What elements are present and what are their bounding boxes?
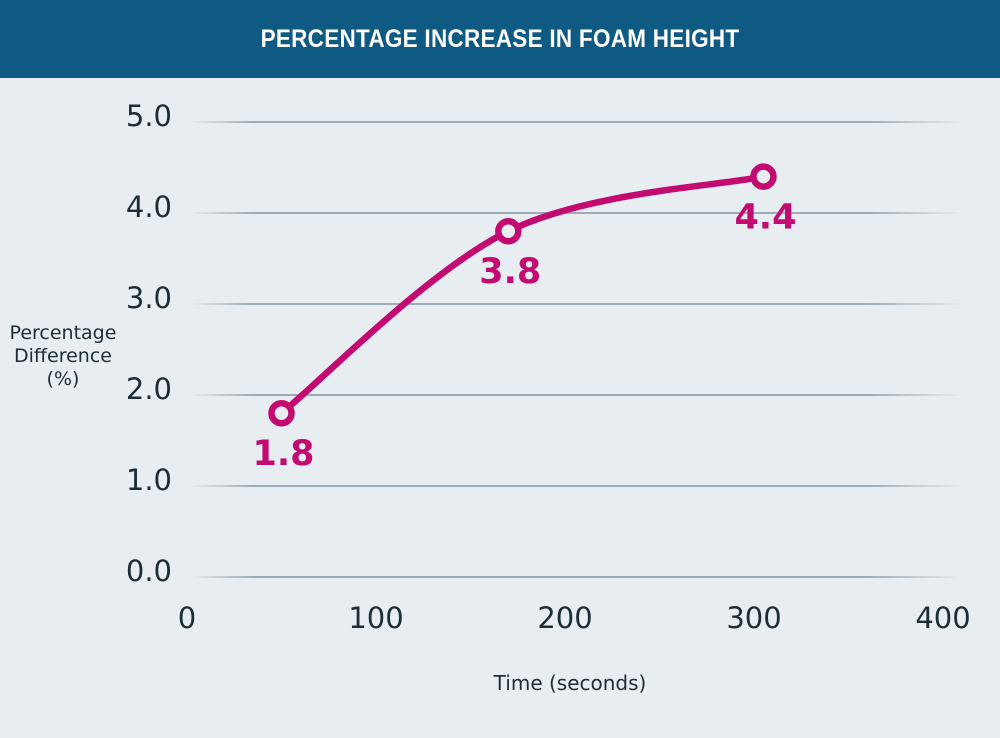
x-tick-label: 100 bbox=[348, 601, 403, 635]
y-tick-label: 1.0 bbox=[126, 463, 172, 497]
chart-title: PERCENTAGE INCREASE IN FOAM HEIGHT bbox=[260, 24, 740, 53]
data-point-label: 4.4 bbox=[734, 198, 796, 238]
x-tick-label: 400 bbox=[915, 601, 970, 635]
y-tick-label: 5.0 bbox=[126, 99, 172, 133]
chart-title-bar: PERCENTAGE INCREASE IN FOAM HEIGHT bbox=[0, 0, 1000, 78]
y-tick-label: 0.0 bbox=[126, 554, 172, 588]
data-point-label: 1.8 bbox=[252, 434, 314, 474]
y-axis-label: Percentage Difference (%) bbox=[8, 322, 118, 391]
y-tick-label: 3.0 bbox=[126, 281, 172, 315]
y-axis-label-line3: (%) bbox=[46, 368, 80, 390]
data-point-marker bbox=[495, 217, 522, 245]
x-axis-label: Time (seconds) bbox=[493, 671, 647, 695]
y-tick-label: 2.0 bbox=[126, 372, 172, 406]
data-point-marker bbox=[268, 399, 295, 427]
x-tick-label: 300 bbox=[726, 601, 781, 635]
y-axis-label-line2: Difference bbox=[14, 345, 112, 367]
data-point-label: 3.8 bbox=[479, 252, 541, 292]
data-point-marker bbox=[750, 163, 777, 190]
y-tick-label: 4.0 bbox=[126, 190, 172, 224]
y-axis-label-line1: Percentage bbox=[9, 322, 117, 344]
x-tick-label: 200 bbox=[537, 601, 592, 635]
x-tick-label: 0 bbox=[178, 601, 196, 635]
